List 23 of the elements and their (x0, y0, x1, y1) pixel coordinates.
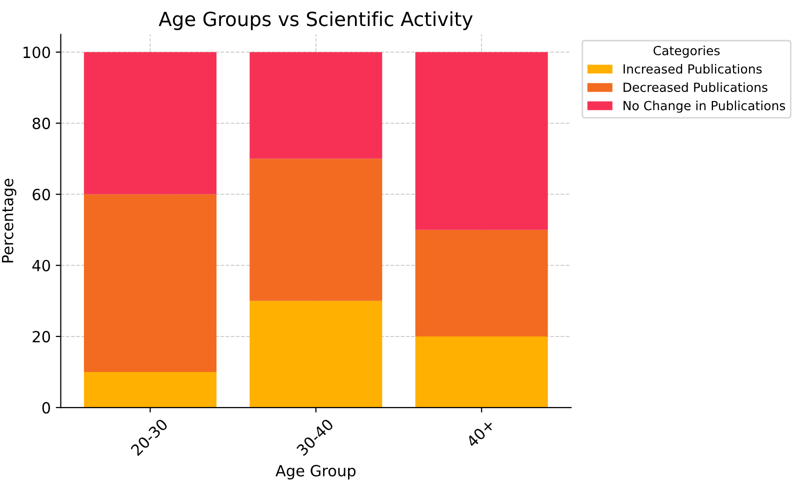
y-tick-label: 60 (32, 188, 50, 200)
y-tick-label: 80 (32, 118, 50, 130)
bar (84, 52, 216, 194)
legend-label: Increased Publications (624, 64, 762, 74)
legend-label: No Change in Publications (624, 100, 786, 113)
bar (415, 336, 548, 408)
bar (415, 230, 548, 336)
bar (84, 372, 216, 408)
y-tick-label: 40 (32, 260, 50, 272)
y-axis-title: Percentage (2, 178, 16, 262)
y-tick-label: 20 (32, 330, 50, 342)
bar (250, 300, 382, 408)
x-tick-label: 40+ (466, 418, 495, 448)
bar (250, 158, 382, 301)
legend-label: Decreased Publications (624, 82, 768, 92)
y-tick-label: 100 (24, 46, 50, 58)
x-axis-title: Age Group (276, 464, 356, 480)
bar (415, 52, 548, 230)
y-tick-label: 0 (42, 402, 50, 414)
chart-title: Age Groups vs Scientific Activity (158, 11, 473, 30)
bar (250, 52, 382, 159)
legend-title: Categories (654, 46, 720, 58)
bar (84, 194, 216, 372)
